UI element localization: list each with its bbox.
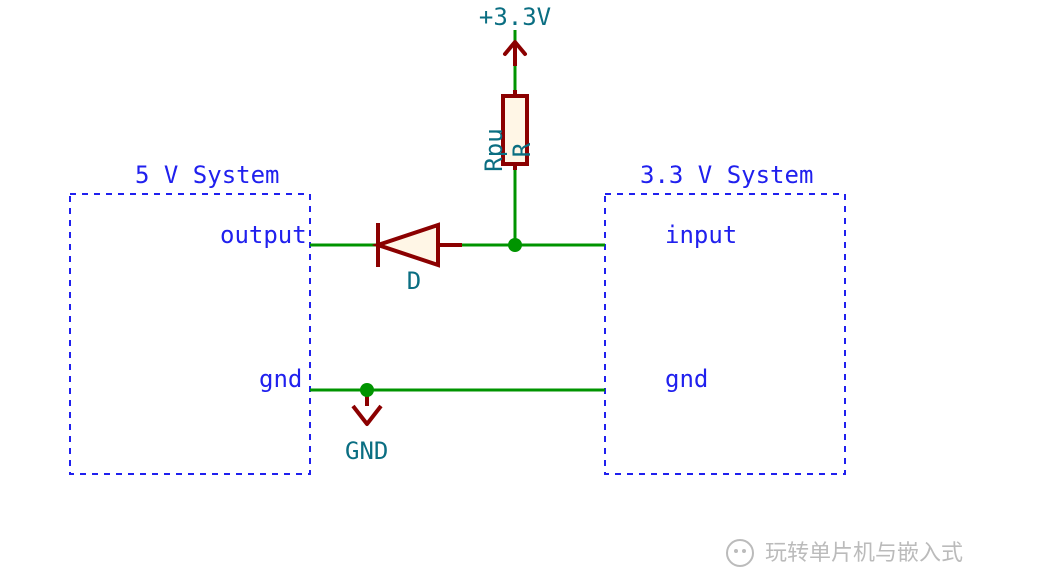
gnd-label: GND [345,437,388,465]
left-pin-gnd: gnd [259,365,302,393]
right-pin-input: input [665,221,737,249]
watermark-icon-dot2 [742,549,746,553]
gnd-chevron [353,406,381,424]
right-system-title: 3.3 V System [640,161,813,189]
watermark-text: 玩转单片机与嵌入式 [765,540,963,565]
junction-0 [508,238,522,252]
resistor-ref: Rpu [480,128,508,171]
watermark-icon [727,540,753,566]
right-pin-gnd: gnd [665,365,708,393]
watermark-icon-dot1 [734,549,738,553]
left-pin-output: output [220,221,307,249]
resistor-val: R [508,142,536,157]
diode-body [378,225,438,265]
power-label: +3.3V [479,3,551,31]
junction-1 [360,383,374,397]
left-system-title: 5 V System [135,161,280,189]
diode-ref: D [407,267,421,295]
